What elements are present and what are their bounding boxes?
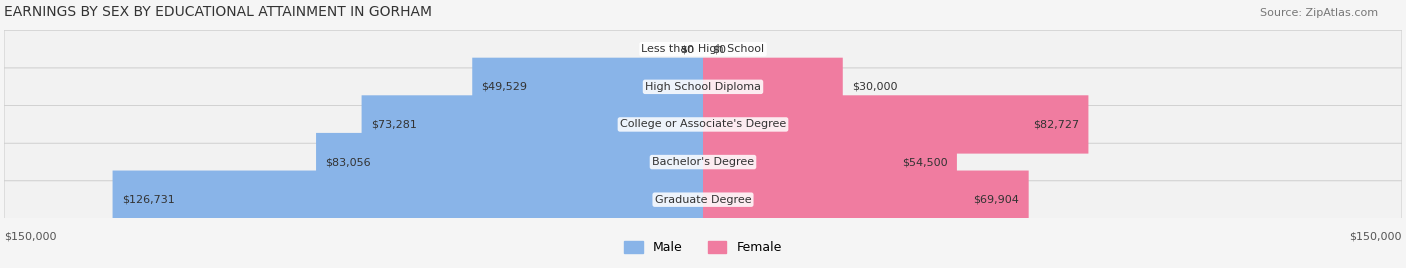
Text: Source: ZipAtlas.com: Source: ZipAtlas.com (1260, 8, 1378, 18)
Text: $73,281: $73,281 (371, 120, 416, 129)
Text: $150,000: $150,000 (4, 232, 56, 242)
Text: $0: $0 (713, 44, 727, 54)
Legend: Male, Female: Male, Female (619, 236, 787, 259)
Text: $82,727: $82,727 (1033, 120, 1078, 129)
FancyBboxPatch shape (703, 133, 957, 191)
Text: $150,000: $150,000 (1350, 232, 1402, 242)
Text: $69,904: $69,904 (973, 195, 1019, 205)
FancyBboxPatch shape (4, 68, 1402, 106)
FancyBboxPatch shape (4, 106, 1402, 143)
FancyBboxPatch shape (472, 58, 703, 116)
Text: $83,056: $83,056 (325, 157, 371, 167)
Text: College or Associate's Degree: College or Associate's Degree (620, 120, 786, 129)
FancyBboxPatch shape (4, 143, 1402, 181)
Text: $30,000: $30,000 (852, 82, 897, 92)
Text: $0: $0 (679, 44, 693, 54)
Text: Less than High School: Less than High School (641, 44, 765, 54)
FancyBboxPatch shape (361, 95, 703, 154)
FancyBboxPatch shape (4, 68, 1402, 106)
Text: $54,500: $54,500 (903, 157, 948, 167)
FancyBboxPatch shape (703, 170, 1029, 229)
Text: Bachelor's Degree: Bachelor's Degree (652, 157, 754, 167)
FancyBboxPatch shape (4, 181, 1402, 218)
Text: High School Diploma: High School Diploma (645, 82, 761, 92)
Text: $49,529: $49,529 (482, 82, 527, 92)
FancyBboxPatch shape (316, 133, 703, 191)
FancyBboxPatch shape (703, 58, 842, 116)
FancyBboxPatch shape (4, 106, 1402, 143)
FancyBboxPatch shape (112, 170, 703, 229)
FancyBboxPatch shape (4, 30, 1402, 68)
FancyBboxPatch shape (4, 181, 1402, 218)
Text: $126,731: $126,731 (122, 195, 174, 205)
Text: EARNINGS BY SEX BY EDUCATIONAL ATTAINMENT IN GORHAM: EARNINGS BY SEX BY EDUCATIONAL ATTAINMEN… (4, 5, 432, 18)
Text: Graduate Degree: Graduate Degree (655, 195, 751, 205)
FancyBboxPatch shape (4, 30, 1402, 68)
FancyBboxPatch shape (703, 95, 1088, 154)
FancyBboxPatch shape (4, 143, 1402, 181)
